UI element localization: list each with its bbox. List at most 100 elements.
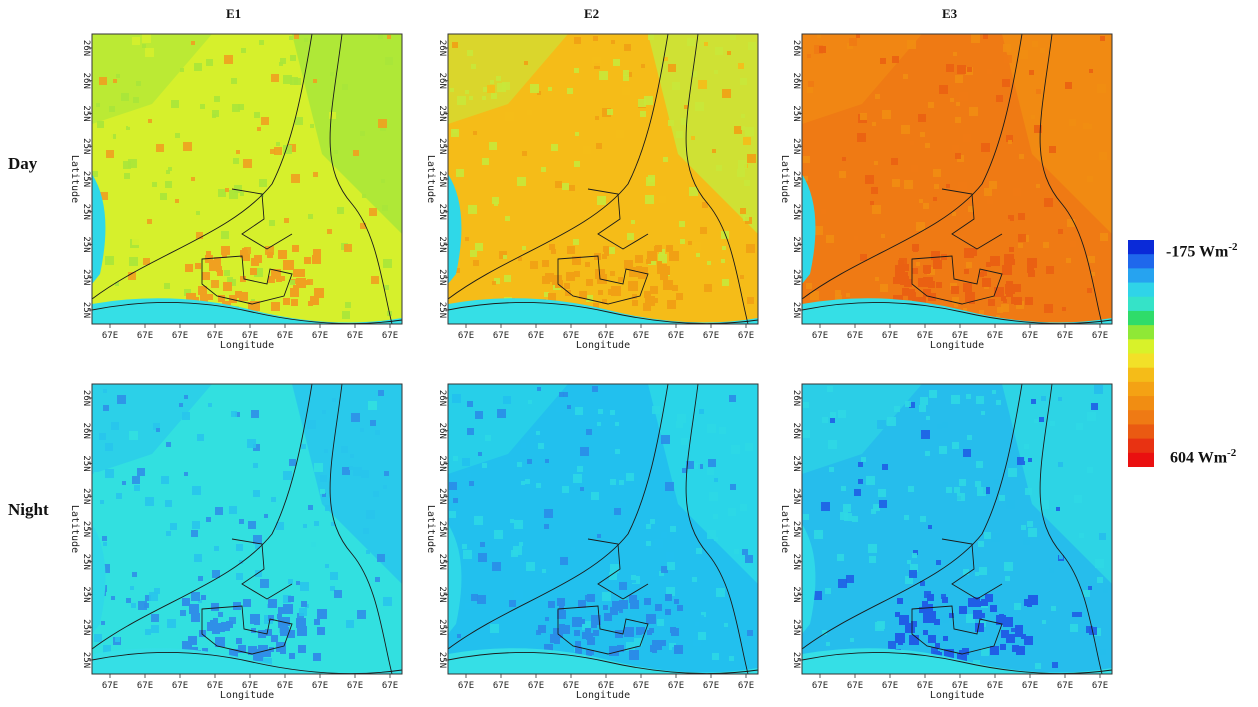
- map-pixel: [900, 276, 909, 285]
- x-tick-label: 67E: [1092, 681, 1108, 691]
- map-pixel: [941, 594, 946, 599]
- colorbar-segment: [1128, 367, 1154, 383]
- map-pixel: [933, 197, 937, 201]
- map-pixel: [195, 263, 201, 269]
- map-pixel: [251, 152, 255, 156]
- map-pixel: [148, 119, 152, 123]
- map-region: [448, 384, 568, 474]
- map-pixel: [910, 564, 918, 572]
- map-pixel: [276, 276, 282, 282]
- map-pixel: [591, 622, 597, 628]
- map-pixel: [473, 260, 479, 266]
- map-pixel: [194, 63, 202, 71]
- map-pixel: [666, 245, 673, 252]
- map-pixel: [640, 111, 646, 117]
- map-pixel: [587, 637, 595, 645]
- x-tick-label: 67E: [172, 681, 188, 691]
- y-tick-label: 25N: [791, 269, 801, 285]
- map-region: [1002, 384, 1112, 584]
- map-pixel: [682, 468, 687, 473]
- map-pixel: [623, 75, 629, 81]
- map-pixel: [123, 161, 131, 169]
- map-pixel: [846, 293, 850, 297]
- sea-area: [448, 524, 462, 634]
- map-pixel: [253, 444, 260, 451]
- map-pixel: [132, 476, 140, 484]
- district-boundary: [1039, 383, 1103, 675]
- map-pixel: [963, 308, 967, 312]
- map-pixel: [503, 396, 511, 404]
- map-pixel: [959, 479, 966, 486]
- map-pixel: [359, 301, 365, 307]
- map-pixel: [557, 598, 565, 606]
- map-pixel: [278, 250, 287, 259]
- map-pixel: [465, 90, 469, 94]
- map-pixel: [353, 150, 359, 156]
- map-pixel: [282, 138, 287, 143]
- map-pixel: [490, 80, 494, 84]
- map-pixel: [536, 431, 540, 435]
- map-panel-day-e3: 67E 67E 67E 67E 67E 67E 67E 67E 67E Longitude 26N 2…: [770, 22, 1120, 357]
- map-pixel: [933, 260, 942, 269]
- map-pixel: [122, 481, 126, 485]
- map-pixel: [373, 491, 379, 497]
- map-pixel: [111, 422, 119, 430]
- map-pixel: [192, 521, 200, 529]
- map-pixel: [868, 544, 877, 553]
- map-pixel: [521, 481, 525, 485]
- map-pixel: [607, 109, 613, 115]
- map-pixel: [674, 599, 679, 604]
- y-tick-label: 25N: [437, 652, 447, 668]
- map-region: [292, 34, 402, 234]
- map-pixel: [722, 246, 726, 250]
- map-pixel: [931, 251, 940, 260]
- map-pixel: [583, 146, 591, 154]
- map-pixel: [1040, 48, 1045, 53]
- map-pixel: [909, 402, 915, 408]
- map-pixel: [289, 653, 295, 659]
- map-pixel: [290, 77, 298, 85]
- map-pixel: [291, 299, 298, 306]
- y-tick-label: 26N: [791, 40, 801, 56]
- map-pixel: [670, 627, 676, 633]
- x-tick-label: 67E: [987, 681, 1003, 691]
- map-pixel: [1036, 184, 1040, 188]
- map-pixel: [263, 649, 271, 657]
- map-pixel: [597, 534, 601, 538]
- map-pixel: [971, 34, 980, 43]
- map-pixel: [952, 212, 956, 216]
- map-pixel: [209, 104, 214, 109]
- map-pixel: [105, 256, 114, 265]
- map-pixel: [505, 216, 510, 221]
- map-pixel: [224, 140, 231, 147]
- map-pixel: [638, 627, 645, 634]
- district-boundary: [91, 33, 313, 300]
- map-pixel: [371, 276, 379, 284]
- map-pixel: [1050, 421, 1055, 426]
- y-tick-label: 25N: [437, 204, 447, 220]
- map-pixel: [231, 411, 237, 417]
- map-pixel: [967, 435, 972, 440]
- map-pixel: [616, 130, 624, 138]
- map-pixel: [807, 54, 811, 58]
- map-pixel: [955, 153, 961, 159]
- map-pixel: [686, 461, 694, 469]
- map-pixel: [99, 433, 106, 440]
- map-pixel: [693, 638, 701, 646]
- map-pixel: [1088, 586, 1092, 590]
- map-pixel: [892, 179, 900, 187]
- map-pixel: [734, 549, 739, 554]
- map-pixel: [933, 169, 941, 177]
- map-pixel: [615, 422, 619, 426]
- map-pixel: [978, 541, 984, 547]
- map-pixel: [268, 615, 274, 621]
- map-pixel: [645, 195, 654, 204]
- x-axis-label: Longitude: [576, 340, 630, 351]
- map-pixel: [332, 398, 336, 402]
- map-pixel: [560, 557, 568, 565]
- map-pixel: [308, 214, 313, 219]
- map-pixel: [253, 490, 260, 497]
- y-axis-label: Latitude: [425, 155, 436, 203]
- map-pixel: [325, 505, 331, 511]
- map-pixel: [687, 38, 695, 46]
